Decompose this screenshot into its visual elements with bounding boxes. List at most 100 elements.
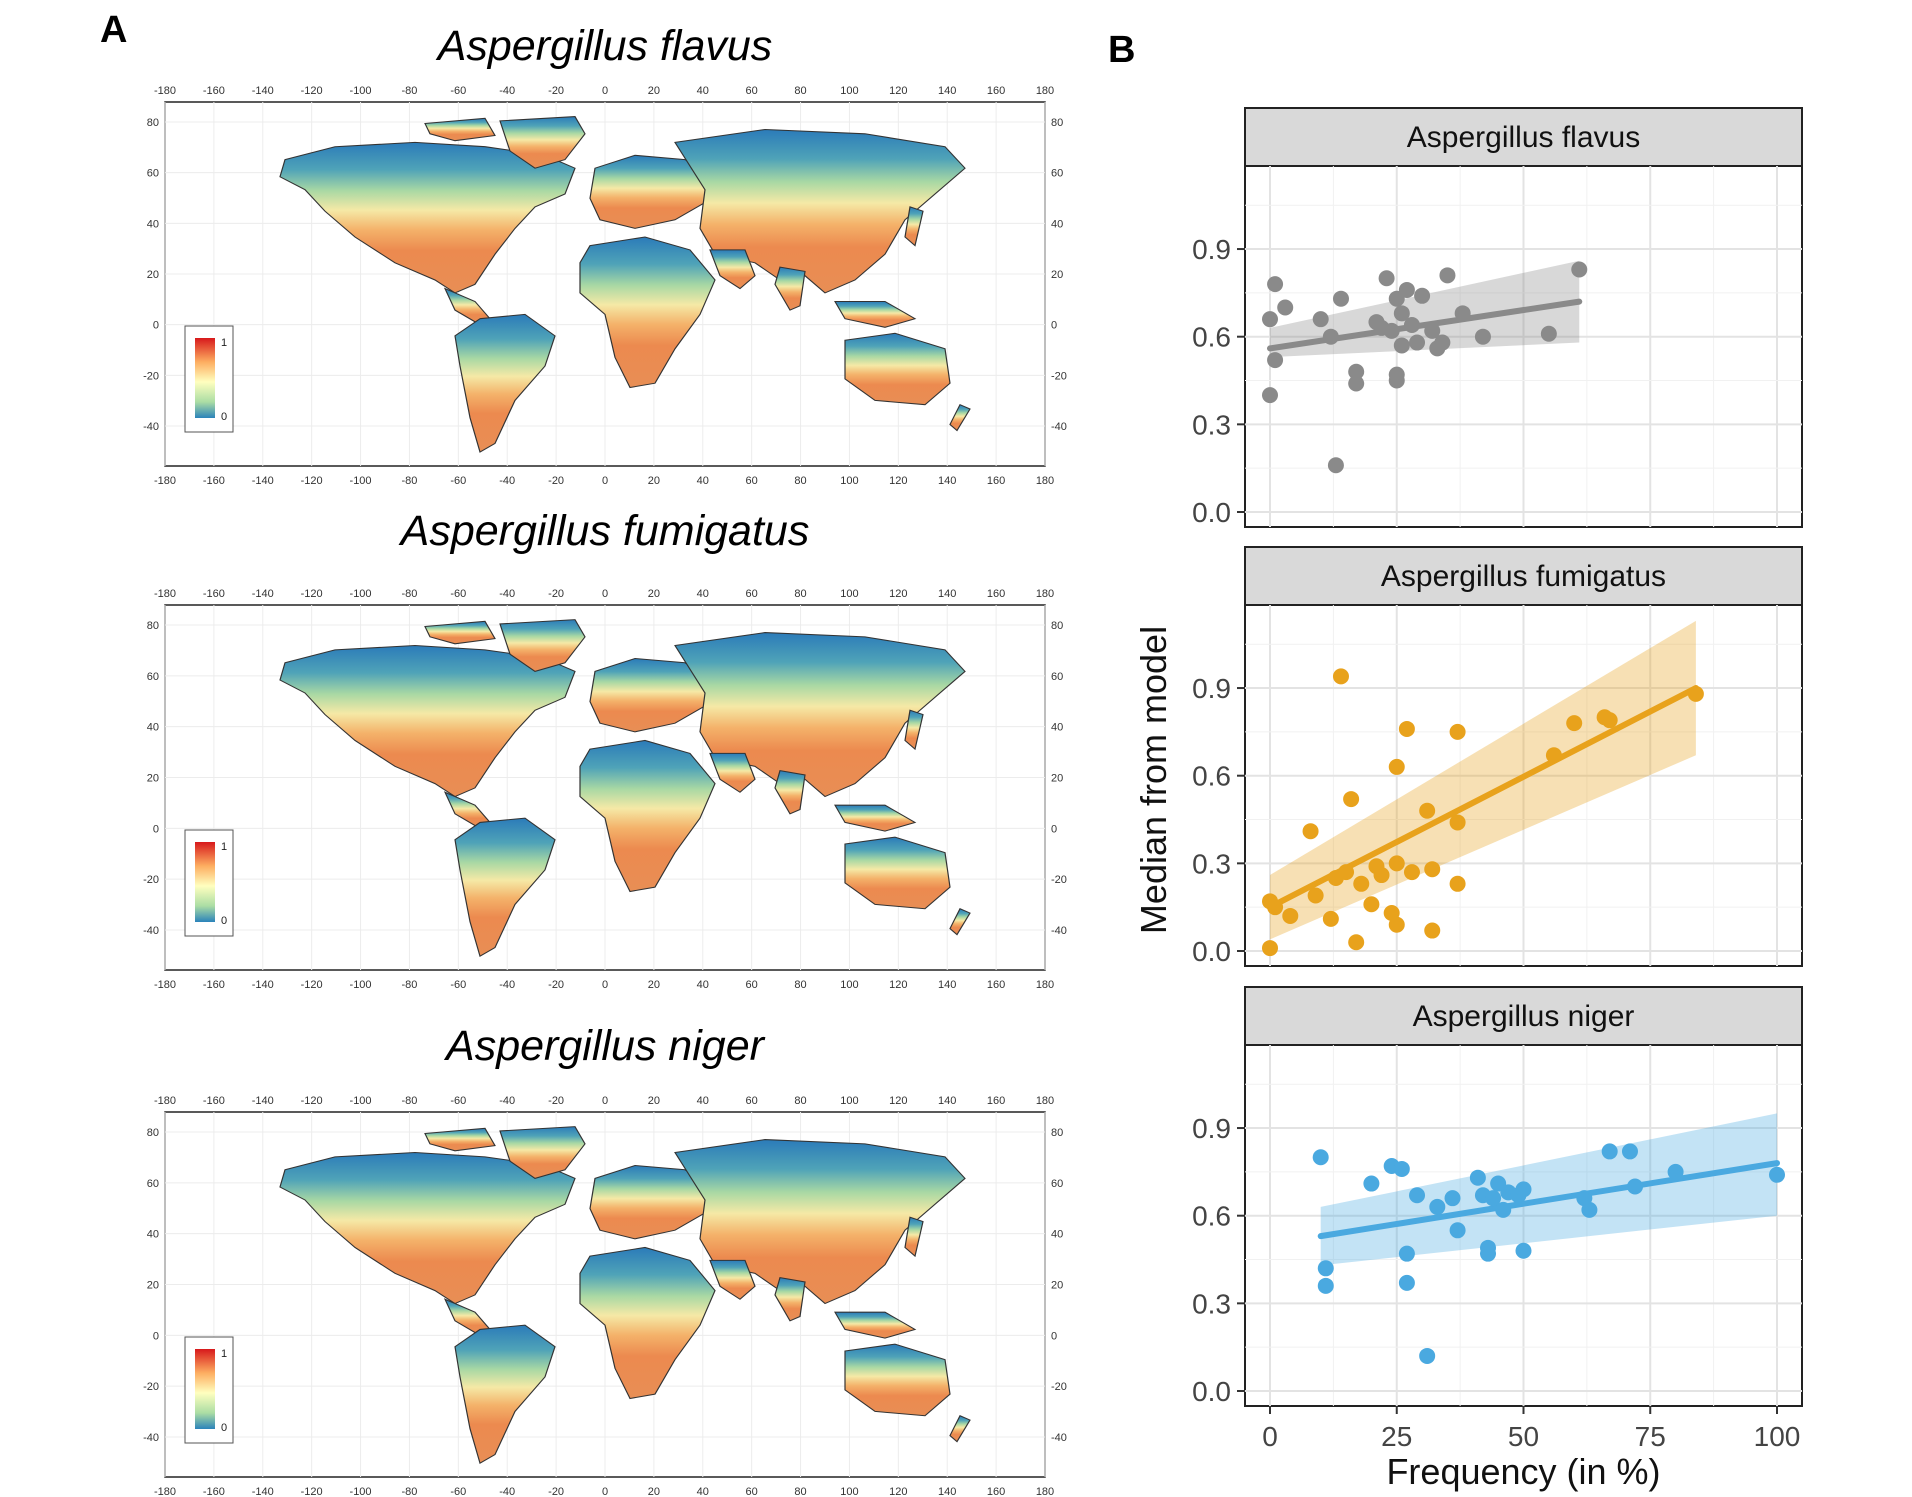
map-lon-tick-bottom: -20 xyxy=(548,979,564,991)
data-point xyxy=(1469,1169,1486,1186)
data-point xyxy=(1485,1190,1502,1207)
y-tick-label: 0.6 xyxy=(1192,1201,1231,1232)
map-lat-tick-left: 60 xyxy=(147,671,159,683)
facet-panel: Aspergillus flavus 0.0 0.3 0.6 0.9 xyxy=(1192,107,1803,528)
map-lon-tick-top: 180 xyxy=(1036,85,1054,97)
data-point xyxy=(1769,1166,1785,1183)
map-lon-tick-bottom: 140 xyxy=(938,979,956,991)
map-lat-tick-left: 80 xyxy=(147,620,159,632)
map-lon-tick-top: 80 xyxy=(794,1095,806,1107)
map-lon-tick-top: -140 xyxy=(252,588,274,600)
map-lat-tick-right: -20 xyxy=(1051,874,1067,886)
map-lat-tick-right: 20 xyxy=(1051,269,1063,281)
y-tick-label: 0.9 xyxy=(1192,673,1231,704)
data-point xyxy=(1403,317,1420,334)
x-tick-label: 25 xyxy=(1381,1421,1412,1452)
map-lon-tick-top: -20 xyxy=(548,85,564,97)
map-lon-tick-bottom: 40 xyxy=(697,1486,709,1497)
data-point xyxy=(1667,1163,1684,1180)
map-lon-tick-bottom: 60 xyxy=(746,475,758,487)
map-lon-tick-top: -180 xyxy=(154,85,176,97)
map-lon-tick-top: -180 xyxy=(154,588,176,600)
y-tick-label: 0.0 xyxy=(1192,1376,1231,1407)
map-lon-tick-bottom: 160 xyxy=(987,979,1005,991)
map-lon-tick-top: -160 xyxy=(203,85,225,97)
map-lon-tick-bottom: -20 xyxy=(548,1486,564,1497)
map-lon-tick-bottom: -120 xyxy=(301,979,323,991)
map-lon-tick-top: -40 xyxy=(499,1095,515,1107)
map-color-legend: 10 xyxy=(184,829,234,937)
data-point xyxy=(1621,1143,1638,1160)
x-tick-label: 75 xyxy=(1635,1421,1666,1452)
map-panel: Aspergillus niger -180 -180 -160 -160 -140 -14… xyxy=(143,1022,1067,1497)
map-lon-tick-bottom: -60 xyxy=(450,1486,466,1497)
map-lon-tick-bottom: 120 xyxy=(889,475,907,487)
legend-min-label: 0 xyxy=(221,1422,227,1434)
facet-strip-label: Aspergillus flavus xyxy=(1407,121,1640,154)
data-point xyxy=(1363,1175,1380,1192)
data-point xyxy=(1302,823,1319,840)
map-lon-tick-top: 40 xyxy=(697,1095,709,1107)
map-lon-tick-bottom: -180 xyxy=(154,475,176,487)
map-lat-tick-left: -40 xyxy=(143,421,159,433)
data-point xyxy=(1363,896,1380,913)
data-point xyxy=(1348,375,1365,392)
map-lon-tick-bottom: -100 xyxy=(350,979,372,991)
map-lon-tick-top: 0 xyxy=(602,85,608,97)
map-lon-tick-bottom: -160 xyxy=(203,979,225,991)
data-point xyxy=(1378,270,1395,287)
data-point xyxy=(1627,1178,1644,1195)
map-lon-tick-bottom: 20 xyxy=(648,475,660,487)
map-lon-tick-top: -60 xyxy=(450,1095,466,1107)
data-point xyxy=(1449,723,1466,740)
y-tick-label: 0.3 xyxy=(1192,848,1231,879)
map-lat-tick-left: 80 xyxy=(147,117,159,129)
facet-strip xyxy=(1244,107,1803,167)
map-lon-tick-top: 60 xyxy=(746,85,758,97)
map-lon-tick-top: 40 xyxy=(697,588,709,600)
data-point xyxy=(1449,814,1466,831)
data-point xyxy=(1434,334,1451,351)
data-point xyxy=(1267,276,1284,293)
data-point xyxy=(1449,1222,1466,1239)
map-lon-tick-bottom: 40 xyxy=(697,979,709,991)
data-point xyxy=(1393,1160,1410,1177)
map-lat-tick-left: 0 xyxy=(153,1330,159,1342)
data-point xyxy=(1409,334,1426,351)
legend-min-label: 0 xyxy=(221,411,227,423)
data-point xyxy=(1267,352,1284,369)
map-color-legend: 10 xyxy=(184,325,234,433)
map-lon-tick-bottom: 180 xyxy=(1036,979,1054,991)
data-point xyxy=(1312,311,1329,328)
map-lat-tick-left: 20 xyxy=(147,1280,159,1292)
map-lat-tick-right: 60 xyxy=(1051,671,1063,683)
map-lat-tick-left: 40 xyxy=(147,218,159,230)
panel-b-label: B xyxy=(1108,29,1135,71)
map-lon-tick-bottom: 180 xyxy=(1036,1486,1054,1497)
map-lon-tick-bottom: -60 xyxy=(450,979,466,991)
map-lon-tick-bottom: 140 xyxy=(938,1486,956,1497)
map-lon-tick-top: 60 xyxy=(746,588,758,600)
map-lon-tick-top: -120 xyxy=(301,85,323,97)
data-point xyxy=(1262,387,1278,404)
data-point xyxy=(1307,887,1324,904)
data-point xyxy=(1388,758,1405,775)
map-lon-tick-bottom: 80 xyxy=(794,979,806,991)
map-lon-tick-bottom: -180 xyxy=(154,979,176,991)
data-point xyxy=(1424,922,1441,939)
map-lat-tick-right: -20 xyxy=(1051,1381,1067,1393)
map-lon-tick-top: -120 xyxy=(301,1095,323,1107)
map-lon-tick-bottom: 0 xyxy=(602,1486,608,1497)
map-lon-tick-bottom: -20 xyxy=(548,475,564,487)
data-point xyxy=(1398,1274,1415,1291)
map-lon-tick-top: 20 xyxy=(648,1095,660,1107)
panel-a-label: A xyxy=(100,9,127,51)
data-point xyxy=(1383,322,1400,339)
data-point xyxy=(1480,1239,1497,1256)
facet-strip-label: Aspergillus fumigatus xyxy=(1381,560,1666,593)
data-point xyxy=(1393,337,1410,354)
map-lon-tick-top: 160 xyxy=(987,1095,1005,1107)
map-lon-tick-top: -100 xyxy=(350,588,372,600)
data-point xyxy=(1439,267,1456,284)
data-point xyxy=(1322,328,1339,345)
